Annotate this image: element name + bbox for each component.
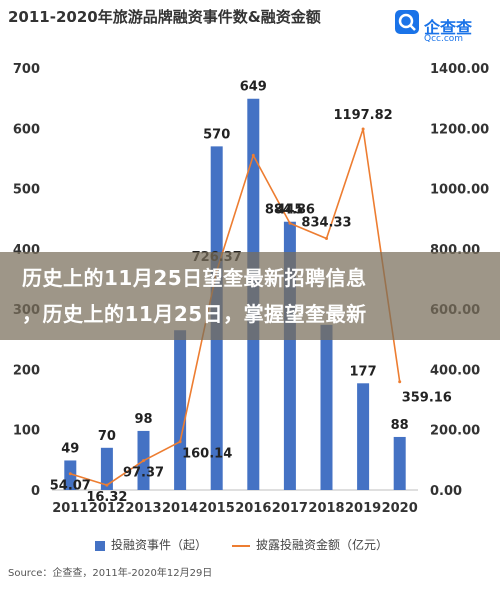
x-tick-label: 2013 xyxy=(125,501,161,516)
qcc-logo-name: 企查查 xyxy=(424,18,473,37)
x-tick-label: 2020 xyxy=(382,501,418,516)
legend-line-swatch xyxy=(232,544,250,547)
source-note: Source：企查查，2011年-2020年12月29日 xyxy=(8,568,213,579)
qcc-logo-domain: Qcc.com xyxy=(424,34,464,44)
amount-point-2020 xyxy=(398,380,402,384)
chart-legend: 投融资事件（起） 披露投融资金额（亿元） xyxy=(0,536,500,556)
legend-item-events: 投融资事件（起） xyxy=(95,536,207,553)
amount-point-2014 xyxy=(178,440,182,444)
x-tick-label: 2016 xyxy=(235,501,271,516)
x-tick-label: 2012 xyxy=(89,501,125,516)
y-right-tick-label: 1200.00 xyxy=(430,122,489,137)
chart-title: 2011-2020年旅游品牌融资事件数&融资金额 xyxy=(8,8,321,26)
banner-line-2: ，历史上的11月25日，掌握望奎最新 xyxy=(22,302,367,326)
y-left-tick-label: 0 xyxy=(31,484,40,499)
line-value-label: 160.14 xyxy=(182,447,232,462)
y-right-tick-label: 0.00 xyxy=(430,484,462,499)
bar-value-label: 49 xyxy=(61,441,79,456)
y-left-tick-label: 700 xyxy=(13,62,40,77)
bar-value-label: 445 xyxy=(276,203,303,218)
bar-2014 xyxy=(174,330,187,490)
bar-value-label: 70 xyxy=(98,429,116,444)
bar-2019 xyxy=(357,383,370,490)
x-tick-label: 2014 xyxy=(162,501,198,516)
y-right-tick-label: 1400.00 xyxy=(430,62,489,77)
amount-point-2012 xyxy=(105,483,109,487)
x-tick-label: 2018 xyxy=(308,501,344,516)
bar-2020 xyxy=(393,436,406,490)
bar-value-label: 177 xyxy=(350,364,377,379)
line-value-label: 54.07 xyxy=(50,479,91,494)
bar-value-label: 88 xyxy=(391,418,409,433)
amount-point-2019 xyxy=(361,127,365,131)
legend-item-amount: 披露投融资金额（亿元） xyxy=(232,536,388,553)
line-value-label: 16.32 xyxy=(86,490,127,505)
legend-label-events: 投融资事件（起） xyxy=(111,538,208,552)
amount-line xyxy=(70,128,401,486)
banner-line-1: 历史上的11月25日望奎最新招聘信息 xyxy=(22,266,367,290)
title-overlay-banner xyxy=(0,252,500,340)
x-tick-label: 2011 xyxy=(52,501,88,516)
y-left-tick-label: 200 xyxy=(13,363,40,378)
line-value-label: 884.86 xyxy=(265,202,315,217)
qcc-logo-magnifier xyxy=(398,13,414,29)
amount-point-2017 xyxy=(288,221,292,225)
line-value-label: 359.16 xyxy=(402,391,452,406)
x-tick-label: 2017 xyxy=(272,501,308,516)
qcc-logo-handle xyxy=(409,24,416,31)
line-value-label: 834.33 xyxy=(301,216,351,231)
y-right-tick-label: 400.00 xyxy=(430,363,480,378)
x-tick-label: 2019 xyxy=(345,501,381,516)
line-value-label: 1197.82 xyxy=(333,108,392,123)
bar-value-label: 570 xyxy=(203,127,230,142)
y-left-tick-label: 500 xyxy=(13,183,40,198)
bar-2018 xyxy=(320,324,333,490)
bar-value-label: 649 xyxy=(240,80,267,95)
y-left-tick-label: 600 xyxy=(13,122,40,137)
y-left-tick-label: 100 xyxy=(13,424,40,439)
y-right-tick-label: 200.00 xyxy=(430,424,480,439)
bar-value-label: 98 xyxy=(134,412,152,427)
y-right-tick-label: 1000.00 xyxy=(430,183,489,198)
amount-point-2018 xyxy=(325,237,328,241)
bar-2011 xyxy=(64,460,77,490)
legend-label-amount: 披露投融资金额（亿元） xyxy=(256,538,389,552)
amount-point-2011 xyxy=(68,472,72,476)
legend-bar-swatch xyxy=(95,540,105,551)
bar-2012 xyxy=(100,447,113,490)
x-tick-label: 2015 xyxy=(199,501,235,516)
amount-point-2013 xyxy=(142,459,145,463)
line-value-label: 97.37 xyxy=(123,466,164,481)
amount-point-2016 xyxy=(251,153,255,157)
qcc-logo xyxy=(395,10,419,34)
